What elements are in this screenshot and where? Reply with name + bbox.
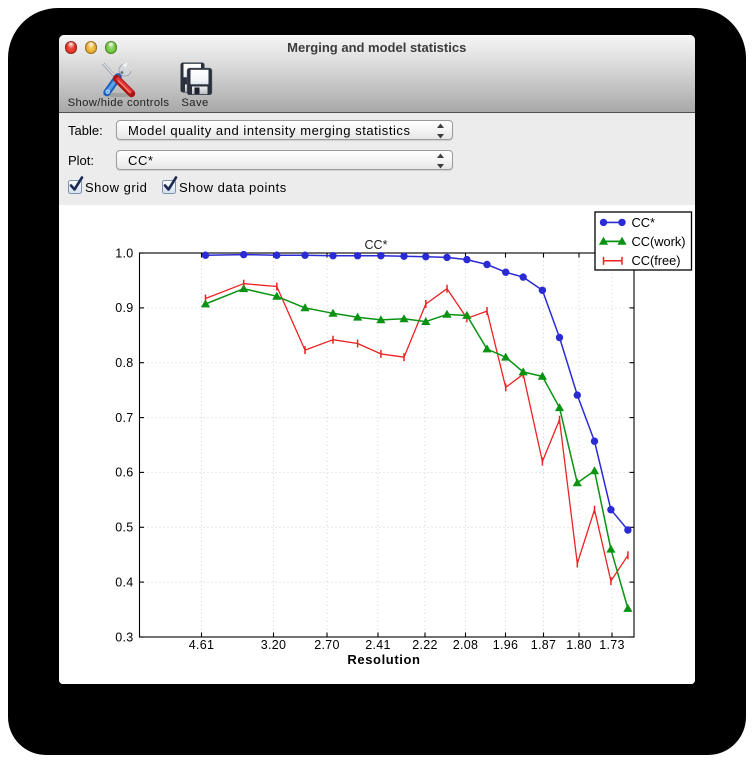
svg-text:CC(work): CC(work) bbox=[631, 233, 685, 248]
svg-text:2.08: 2.08 bbox=[452, 638, 478, 652]
svg-text:0.4: 0.4 bbox=[115, 575, 133, 589]
svg-text:1.96: 1.96 bbox=[492, 638, 518, 652]
svg-text:2.22: 2.22 bbox=[412, 638, 438, 652]
svg-text:1.80: 1.80 bbox=[566, 638, 592, 652]
svg-text:0.8: 0.8 bbox=[115, 356, 133, 370]
svg-text:0.3: 0.3 bbox=[115, 630, 133, 644]
svg-text:1.73: 1.73 bbox=[599, 638, 625, 652]
svg-text:CC*: CC* bbox=[364, 238, 387, 252]
svg-text:0.7: 0.7 bbox=[115, 410, 133, 424]
svg-text:1.0: 1.0 bbox=[115, 246, 133, 260]
svg-text:1.87: 1.87 bbox=[530, 638, 556, 652]
svg-text:0.9: 0.9 bbox=[115, 301, 133, 315]
svg-text:Resolution: Resolution bbox=[347, 652, 420, 667]
svg-text:CC*: CC* bbox=[631, 214, 654, 229]
svg-text:2.70: 2.70 bbox=[314, 638, 340, 652]
svg-text:0.5: 0.5 bbox=[115, 520, 133, 534]
svg-text:3.20: 3.20 bbox=[260, 638, 286, 652]
svg-text:4.61: 4.61 bbox=[188, 638, 214, 652]
svg-text:0.6: 0.6 bbox=[115, 465, 133, 479]
svg-text:2.41: 2.41 bbox=[365, 638, 391, 652]
svg-text:CC(free): CC(free) bbox=[631, 253, 680, 268]
